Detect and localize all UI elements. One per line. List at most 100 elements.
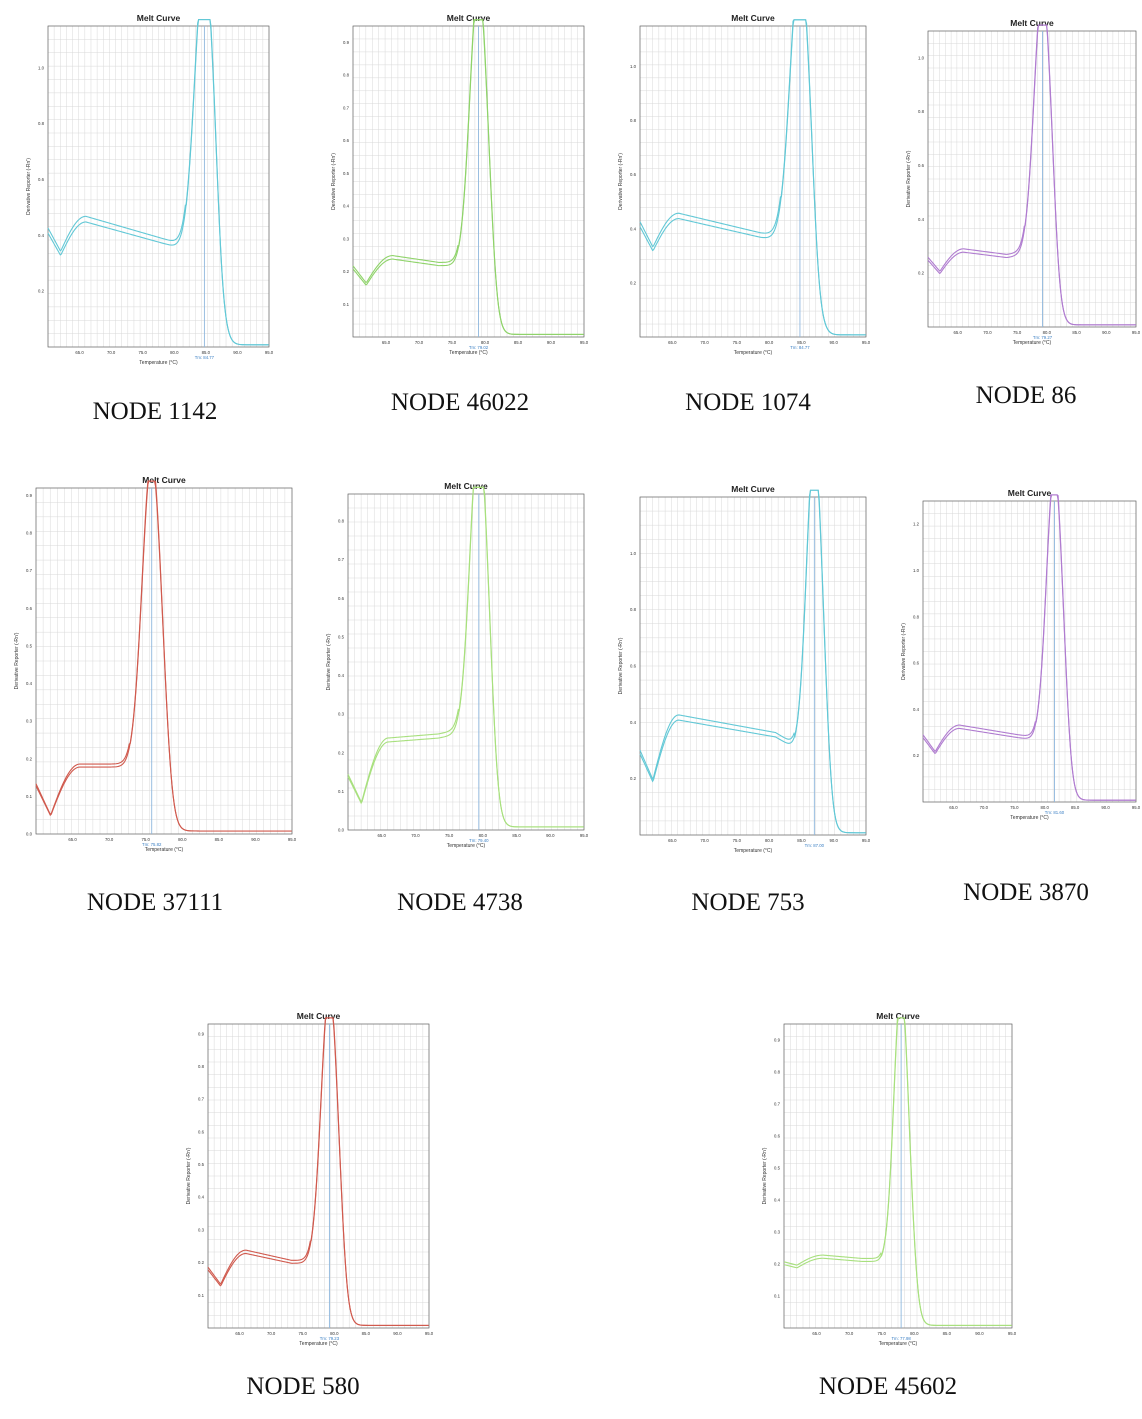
x-tick-label: 65.0 — [812, 1331, 821, 1336]
y-tick-label: 0.5 — [774, 1166, 781, 1171]
y-tick-label: 0.2 — [343, 269, 350, 274]
y-axis-label: Derivative Reporter (-Rn') — [331, 153, 337, 210]
x-tick-label: 65.0 — [668, 340, 677, 345]
chart-title: Melt Curve — [137, 13, 181, 23]
melt-curve-trace — [639, 19, 866, 336]
x-tick-label: 90.0 — [975, 1331, 984, 1336]
plot-frame — [47, 25, 270, 348]
plot-frame — [922, 500, 1137, 803]
x-tick-label: 70.0 — [107, 350, 116, 355]
chart-title: Melt Curve — [297, 1011, 341, 1021]
x-tick-label: 80.0 — [1043, 330, 1052, 335]
x-tick-label: 70.0 — [983, 330, 992, 335]
plot-frame — [352, 25, 585, 338]
tm-label: Tm: 87.00 — [805, 843, 825, 848]
x-tick-label: 85.0 — [362, 1331, 371, 1336]
x-tick-label: 80.0 — [330, 1331, 339, 1336]
y-axis-label: Derivative Reporter (-Rn') — [906, 150, 912, 207]
melt-curve-trace — [47, 19, 269, 346]
y-tick-label: 0.5 — [343, 171, 350, 176]
node-label: NODE 1074 — [685, 389, 811, 416]
y-tick-label: 0.8 — [343, 73, 350, 78]
x-tick-label: 85.0 — [512, 833, 521, 838]
tm-label: Tm: 79.02 — [469, 345, 489, 350]
plot-frame — [639, 496, 867, 836]
x-tick-label: 90.0 — [251, 837, 260, 842]
node-label: NODE 86 — [975, 382, 1077, 409]
node-label: NODE 580 — [246, 1373, 360, 1400]
plot-frame — [35, 487, 293, 835]
plot-frame — [639, 25, 867, 338]
y-tick-label: 0.8 — [198, 1064, 205, 1069]
y-axis-label: Derivative Reporter (-Rn') — [618, 637, 624, 694]
x-tick-label: 80.0 — [910, 1331, 919, 1336]
y-tick-label: 0.4 — [38, 233, 45, 238]
x-tick-label: 70.0 — [980, 805, 989, 810]
x-tick-label: 95.0 — [862, 838, 871, 843]
tm-label: Tm: 81.60 — [1045, 810, 1065, 815]
x-tick-label: 90.0 — [233, 350, 242, 355]
y-tick-label: 0.3 — [338, 712, 345, 717]
y-tick-label: 1.0 — [913, 568, 920, 573]
y-tick-label: 0.7 — [198, 1097, 205, 1102]
y-tick-label: 0.2 — [913, 753, 920, 758]
x-axis-label: Temperature (°C) — [734, 848, 773, 854]
y-tick-label: 0.1 — [774, 1294, 781, 1299]
node-label: NODE 4738 — [397, 889, 523, 916]
y-tick-label: 0.8 — [774, 1070, 781, 1075]
x-tick-label: 85.0 — [797, 838, 806, 843]
tm-label: Tm: 79.40 — [469, 838, 489, 843]
melt-curve-panel: Melt Curve 0.1 0.2 0.3 0.4 0.5 0.6 0.7 0.8 0.9 65.… — [325, 12, 590, 357]
y-tick-label: 0.1 — [198, 1293, 205, 1298]
x-tick-label: 90.0 — [830, 838, 839, 843]
y-tick-label: 1.0 — [918, 55, 925, 60]
y-tick-label: 0.4 — [774, 1198, 781, 1203]
plot-frame — [347, 493, 585, 831]
x-tick-label: 90.0 — [546, 833, 555, 838]
x-tick-label: 65.0 — [668, 838, 677, 843]
y-tick-label: 0.7 — [338, 557, 345, 562]
y-tick-label: 0.4 — [630, 226, 637, 231]
melt-curve-panel: Melt Curve 0.2 0.4 0.6 0.8 1.0 65.0 70.0 75.0 80.… — [612, 12, 872, 357]
melt-curve-svg: Melt Curve 0.2 0.4 0.6 0.8 1.0 65.0 70.0 75.0 80.… — [618, 13, 871, 356]
y-tick-label: 0.2 — [630, 280, 637, 285]
y-tick-label: 0.2 — [26, 756, 33, 761]
y-tick-label: 0.4 — [630, 720, 637, 725]
tm-label: Tm: 77.98 — [891, 1336, 911, 1341]
chart-title: Melt Curve — [447, 13, 491, 23]
x-tick-label: 85.0 — [215, 837, 224, 842]
x-tick-label: 80.0 — [1041, 805, 1050, 810]
y-tick-label: 0.1 — [343, 302, 350, 307]
grid — [47, 25, 270, 348]
x-tick-label: 75.0 — [1013, 330, 1022, 335]
y-tick-label: 0.1 — [338, 789, 345, 794]
x-tick-label: 75.0 — [448, 340, 457, 345]
y-tick-label: 0.8 — [26, 531, 33, 536]
y-axis-label: Derivative Reporter (-Rn') — [901, 623, 907, 680]
x-tick-label: 95.0 — [1008, 1331, 1017, 1336]
x-axis-label: Temperature (°C) — [1010, 815, 1049, 821]
x-tick-label: 85.0 — [797, 340, 806, 345]
y-tick-label: 0.7 — [343, 105, 350, 110]
plot-frame — [927, 30, 1137, 328]
y-axis-label: Derivative Reporter (-Rn') — [186, 1147, 192, 1204]
plot-frame — [783, 1023, 1013, 1329]
melt-curve-panel: Melt Curve 0.1 0.2 0.3 0.4 0.5 0.6 0.7 0.8 0.9 65.… — [756, 1010, 1018, 1348]
y-axis-label: Derivative Reporter (-Rn') — [326, 633, 332, 690]
x-tick-label: 95.0 — [288, 837, 297, 842]
y-tick-label: 0.9 — [26, 493, 33, 498]
x-tick-label: 70.0 — [267, 1331, 276, 1336]
x-tick-label: 80.0 — [765, 838, 774, 843]
melt-curve-svg: Melt Curve 0.0 0.1 0.2 0.3 0.4 0.5 0.6 0.7 0.8 0.9… — [14, 475, 297, 853]
x-tick-label: 85.0 — [514, 340, 523, 345]
x-tick-label: 85.0 — [1072, 330, 1081, 335]
node-label: NODE 3870 — [963, 879, 1089, 906]
y-tick-label: 0.6 — [913, 661, 920, 666]
melt-curve-panel: Melt Curve 0.2 0.4 0.6 0.8 1.0 65.0 70.0 75.0 80.… — [612, 483, 872, 855]
y-tick-label: 0.2 — [338, 750, 345, 755]
y-tick-label: 0.9 — [198, 1031, 205, 1036]
chart-title: Melt Curve — [444, 481, 488, 491]
melt-curve-panel: Melt Curve 0.2 0.4 0.6 0.8 1.0 1.2 65.0 70.0 75.0… — [895, 487, 1142, 822]
x-tick-label: 85.0 — [1071, 805, 1080, 810]
x-tick-label: 90.0 — [1102, 330, 1111, 335]
